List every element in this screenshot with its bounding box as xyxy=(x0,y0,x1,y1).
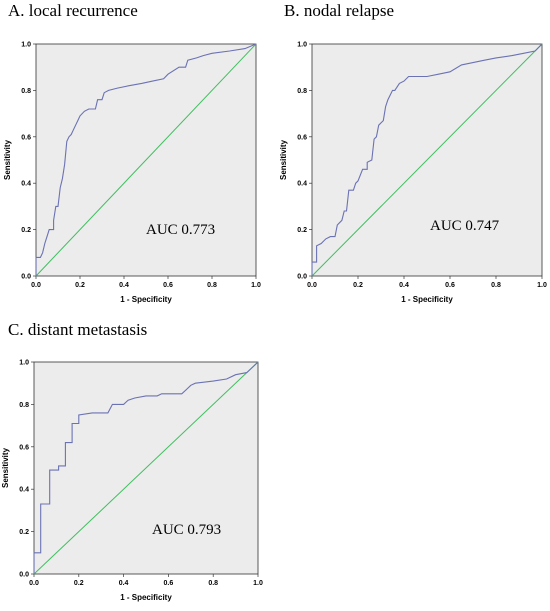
x-tick-label: 0.4 xyxy=(119,282,129,289)
y-tick-label: 0.2 xyxy=(21,227,31,234)
y-tick-label: 1.0 xyxy=(297,42,307,49)
panel-c: C. distant metastasis 0.0 0.2 0.4 0.6 0.8 1.0… xyxy=(1,320,263,602)
x-tick-label: 1.0 xyxy=(537,282,547,289)
x-tick-label: 0.6 xyxy=(163,282,173,289)
y-tick-label: 0.4 xyxy=(297,181,307,188)
roc-curve xyxy=(35,43,257,276)
y-tick-label: 0.0 xyxy=(19,572,29,579)
y-tick-label: 0.8 xyxy=(21,88,31,95)
x-tick-label: 0.8 xyxy=(491,282,501,289)
x-tick-label: 0.6 xyxy=(164,580,174,587)
x-tick-label: 0.6 xyxy=(445,282,455,289)
x-tick-label: 1.0 xyxy=(253,580,263,587)
y-tick-label: 0.4 xyxy=(21,181,31,188)
y-tick-label: 0.6 xyxy=(297,134,307,141)
x-tick-label: 0.0 xyxy=(307,282,317,289)
panel-a: A. local recurrence 0.0 0.2 0.4 0.6 0.8 1.0 0.… xyxy=(3,1,261,304)
y-axis-label: Sensitivity xyxy=(3,139,12,180)
x-tick-label: 0.2 xyxy=(353,282,363,289)
x-tick-label: 1.0 xyxy=(251,282,261,289)
roc-curve xyxy=(311,43,543,276)
x-tick-label: 0.0 xyxy=(29,580,39,587)
x-tick-label: 0.8 xyxy=(207,282,217,289)
panel-title: A. local recurrence xyxy=(8,1,138,20)
x-tick-label: 0.2 xyxy=(74,580,84,587)
y-tick-label: 0.0 xyxy=(297,274,307,281)
auc-annotation: AUC 0.793 xyxy=(152,522,221,538)
auc-annotation: AUC 0.773 xyxy=(146,222,215,238)
x-axis-label: 1 - Specificity xyxy=(120,295,172,304)
x-axis-label: 1 - Specificity xyxy=(120,593,172,602)
auc-annotation: AUC 0.747 xyxy=(430,218,500,234)
x-tick-label: 0.8 xyxy=(208,580,218,587)
y-axis-label: Sensitivity xyxy=(1,447,10,488)
x-axis-label: 1 - Specificity xyxy=(401,295,453,304)
y-axis-label: Sensitivity xyxy=(279,139,288,180)
reference-line xyxy=(311,43,543,277)
y-tick-label: 0.6 xyxy=(21,134,31,141)
panel-title: B. nodal relapse xyxy=(284,1,394,20)
y-tick-label: 0.2 xyxy=(297,227,307,234)
x-tick-label: 0.2 xyxy=(75,282,85,289)
y-tick-label: 1.0 xyxy=(21,42,31,49)
panel-b: B. nodal relapse 0.0 0.2 0.4 0.6 0.8 1.0 0.0 0.… xyxy=(279,1,547,304)
roc-curve xyxy=(33,361,259,574)
y-tick-label: 0.8 xyxy=(19,402,29,409)
x-tick-label: 0.4 xyxy=(399,282,409,289)
y-tick-label: 0.6 xyxy=(19,444,29,451)
y-tick-label: 0.4 xyxy=(19,487,29,494)
reference-line xyxy=(35,43,257,277)
y-tick-label: 1.0 xyxy=(19,360,29,367)
y-tick-label: 0.8 xyxy=(297,88,307,95)
y-tick-label: 0.0 xyxy=(21,274,31,281)
x-tick-label: 0.0 xyxy=(31,282,41,289)
y-tick-label: 0.2 xyxy=(19,529,29,536)
reference-line xyxy=(33,361,259,575)
panel-title: C. distant metastasis xyxy=(8,320,147,339)
x-tick-label: 0.4 xyxy=(119,580,129,587)
